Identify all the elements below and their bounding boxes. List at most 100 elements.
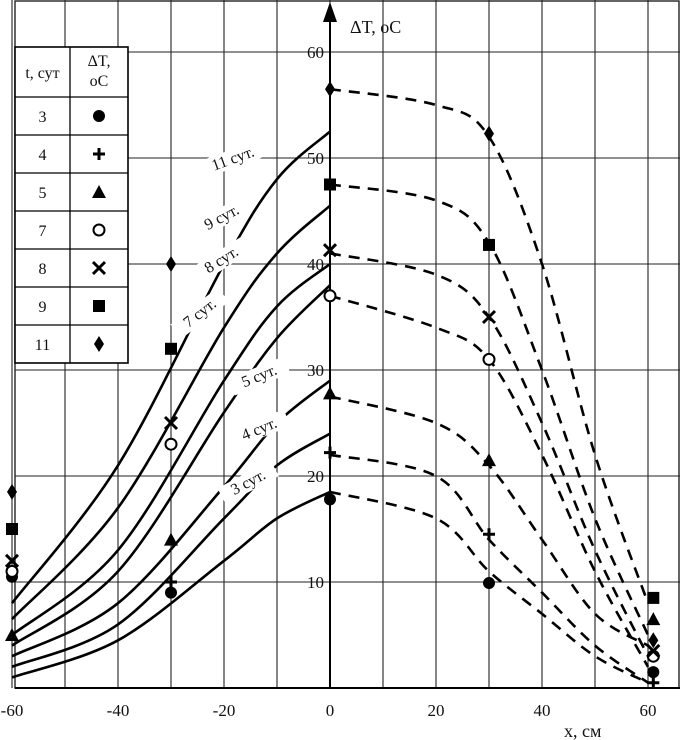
calc-curve-solid: [11, 379, 331, 658]
y-tick-label: 30: [307, 361, 324, 380]
marker-shape: [92, 185, 106, 198]
marker-shape: [165, 576, 177, 588]
calc-curve-dashed: [329, 395, 649, 647]
data-point: [6, 523, 18, 535]
data-point: [481, 309, 497, 325]
x-tick-label: 40: [534, 701, 551, 720]
legend-frame: [14, 46, 129, 364]
marker-shape: [7, 483, 17, 500]
marker-shape: [324, 178, 336, 191]
calc-curve-solid: [11, 490, 331, 679]
curve-label-background: [191, 236, 252, 284]
tick-labels: -60 -40 -20 0 20 40 60 10 20 30 40 50 60: [1, 43, 657, 720]
marker-shape: [4, 553, 20, 568]
data-point: [647, 676, 660, 689]
marker-shape: [647, 666, 660, 679]
data-point: [5, 564, 19, 578]
legend-row-marker: [92, 185, 106, 198]
data-point: [324, 493, 336, 506]
curve-label: 5 сут.: [239, 362, 279, 392]
legend-row-day: 3: [39, 109, 47, 126]
data-point: [165, 576, 177, 588]
marker-shape: [646, 612, 661, 626]
legend-row-marker: [93, 110, 105, 122]
x-tick-label: -40: [107, 701, 130, 720]
data-point: [4, 553, 20, 568]
data-point: [163, 415, 179, 431]
legend-row-marker: [92, 223, 106, 237]
marker-shape: [324, 493, 336, 506]
calculated-curves: [10, 87, 650, 684]
legend-row-day: 8: [39, 261, 47, 278]
calc-curve-dashed: [329, 87, 650, 604]
data-point: [647, 666, 660, 679]
marker-shape: [647, 591, 660, 604]
legend-row-marker: [91, 260, 107, 276]
legend-row-day: 5: [39, 185, 47, 202]
curve-label: 9 сут.: [202, 202, 242, 234]
y-tick-label: 60: [307, 43, 324, 62]
marker-shape: [93, 300, 105, 312]
marker-shape: [323, 289, 337, 303]
calc-curve-dashed: [329, 183, 650, 636]
marker-shape: [647, 676, 660, 689]
data-point: [324, 178, 336, 191]
legend-row-marker: [93, 148, 105, 160]
data-point: [646, 612, 661, 626]
curve-label-background: [217, 460, 279, 505]
curve-labels: 3 сут.4 сут.5 сут.7 сут.8 сут.9 сут.11 с…: [170, 139, 291, 505]
calc-curve-dashed: [329, 294, 650, 668]
marker-shape: [484, 125, 494, 142]
data-point: [7, 483, 17, 500]
marker-shape: [6, 523, 18, 535]
x-tick-label: -20: [213, 701, 236, 720]
x-axis-label: x, см: [564, 721, 601, 740]
curve-label-background: [201, 139, 265, 178]
calc-curve-dashed: [329, 490, 649, 684]
data-point: [165, 586, 177, 599]
marker-shape: [93, 148, 105, 160]
data-point: [484, 125, 494, 142]
marker-shape: [325, 81, 335, 98]
calc-curve-solid: [11, 204, 331, 620]
marker-shape: [482, 352, 496, 366]
curve-label: 11 сут.: [209, 144, 256, 175]
calc-curve-solid: [11, 262, 331, 637]
legend-row-day: 4: [39, 147, 47, 164]
y-axis-arrow: [323, 2, 337, 22]
curve-label-background: [190, 195, 253, 240]
curve-label: 4 сут.: [239, 415, 279, 445]
legend-row-day: 7: [39, 223, 47, 240]
data-point: [483, 528, 495, 541]
data-point: [483, 577, 495, 590]
calc-curve-solid: [11, 432, 331, 669]
marker-shape: [165, 586, 177, 599]
marker-shape: [93, 110, 105, 122]
marker-shape: [323, 386, 337, 400]
y-tick-label: 10: [307, 573, 324, 592]
curve-label-background: [228, 409, 291, 449]
marker-shape: [92, 223, 106, 237]
data-point: [482, 453, 496, 467]
marker-shape: [5, 564, 19, 578]
curve-label: 8 сут.: [202, 243, 242, 277]
data-point: [164, 532, 178, 546]
data-point: [647, 591, 660, 604]
data-point: [483, 238, 495, 251]
data-point: [323, 289, 337, 303]
marker-shape: [91, 260, 107, 276]
marker-shape: [483, 577, 495, 590]
legend-header-dt: ΔT,: [88, 53, 111, 70]
data-point: [323, 386, 337, 400]
data-point: [166, 256, 176, 272]
data-point: [324, 446, 336, 459]
data-point: [165, 342, 177, 355]
y-axis-label: ΔT, оС: [350, 17, 401, 37]
marker-shape: [163, 415, 179, 431]
data-point: [325, 81, 335, 98]
x-tick-label: 60: [640, 701, 657, 720]
data-point: [322, 243, 338, 258]
calc-curve-dashed: [329, 453, 649, 684]
marker-shape: [164, 437, 178, 451]
experimental-points: [4, 81, 661, 689]
